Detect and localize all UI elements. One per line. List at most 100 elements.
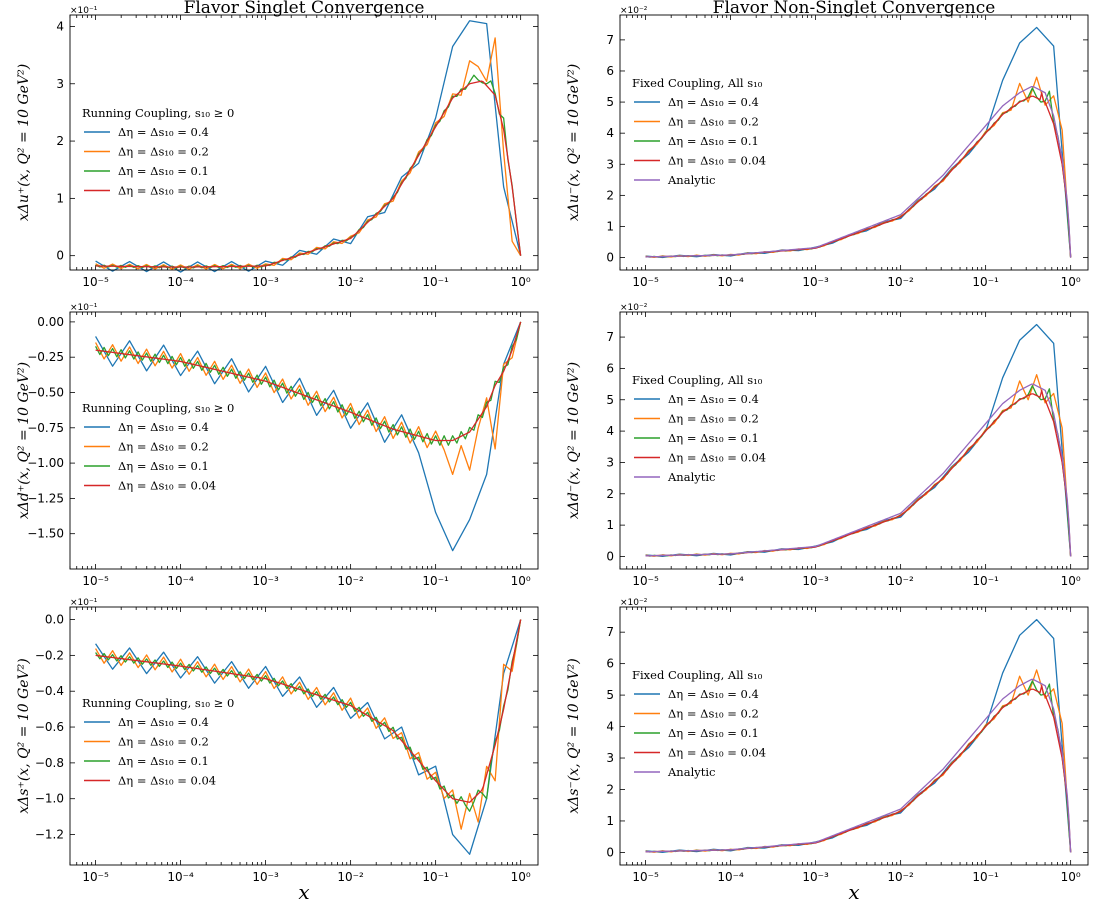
series-line-1	[95, 619, 522, 830]
x-tick-label: 10⁻¹	[422, 870, 449, 884]
legend-title: Fixed Coupling, All s₁₀	[632, 76, 763, 90]
panel-3: ×10⁻² 0 1 2 3 4 5 6 7 10⁻⁵ 10⁻⁴ 10⁻³ 10⁻² 10⁻¹ 10⁰ xΔd⁻…	[566, 303, 1089, 588]
legend-entry-0: Δη = Δs₁₀ = 0.4	[668, 95, 759, 109]
y-multiplier: ×10⁻²	[620, 303, 648, 313]
legend-entry-0: Δη = Δs₁₀ = 0.4	[118, 715, 209, 729]
y-tick-label: −1.0	[35, 792, 64, 806]
panel-0: Flavor Singlet Convergence ×10⁻¹ 0 1 2 3 4 10⁻⁵…	[16, 0, 539, 289]
y-tick-label: −0.6	[35, 720, 64, 734]
series-line-4	[645, 85, 1072, 258]
y-tick-label: 1	[606, 814, 614, 828]
legend-entry-0: Δη = Δs₁₀ = 0.4	[668, 392, 759, 406]
y-tick-label: 5	[606, 95, 614, 109]
x-tick-label: 10⁻⁵	[632, 574, 659, 588]
series-line-1	[95, 321, 522, 476]
legend-entry-0: Δη = Δs₁₀ = 0.4	[118, 420, 209, 434]
y-tick-label: 1	[606, 219, 614, 233]
y-tick-label: 4	[56, 19, 64, 33]
y-axis-label: xΔu⁺(x, Q² = 10 GeV²)	[16, 64, 32, 221]
x-tick-label: 10⁻³	[252, 275, 279, 289]
x-tick-label: 10⁻³	[802, 275, 829, 289]
legend-entry-4: Analytic	[667, 765, 715, 779]
series-line-4	[645, 678, 1072, 853]
y-tick-label: 2	[606, 487, 614, 501]
x-tick-label: 10⁻³	[802, 574, 829, 588]
x-tick-label: 10⁻⁵	[82, 870, 109, 884]
x-tick-label: 10⁻⁴	[717, 870, 744, 884]
legend-title: Running Coupling, s₁₀ ≥ 0	[82, 696, 234, 710]
x-tick-label: 10⁻²	[337, 574, 364, 588]
y-tick-label: 3	[606, 751, 614, 765]
x-tick-label: 10⁻⁵	[632, 275, 659, 289]
plot-frame	[69, 311, 539, 570]
y-tick-label: 0	[56, 249, 64, 263]
legend-entry-2: Δη = Δs₁₀ = 0.1	[118, 164, 209, 178]
x-tick-label: 10⁰	[511, 574, 531, 588]
x-tick-label: 10⁻⁵	[82, 574, 109, 588]
plot-frame	[619, 14, 1089, 271]
y-tick-label: 6	[606, 657, 614, 671]
legend-entry-4: Analytic	[667, 470, 715, 484]
y-tick-label: 5	[606, 688, 614, 702]
y-axis-label: xΔs⁺(x, Q² = 10 GeV²)	[16, 658, 32, 813]
y-tick-label: −0.50	[27, 385, 64, 399]
y-tick-label: 3	[56, 77, 64, 91]
y-tick-label: 0	[606, 845, 614, 859]
series-line-3	[95, 321, 522, 442]
panel-2: ×10⁻¹ 0.00 −0.25 −0.50 −0.75 −1.00 −1.25 −1.50 1…	[16, 303, 539, 588]
y-tick-label: −0.8	[35, 756, 64, 770]
plot-frame	[619, 606, 1089, 866]
legend-entry-2: Δη = Δs₁₀ = 0.1	[118, 459, 209, 473]
x-tick-label: 10⁻²	[337, 275, 364, 289]
y-axis-label: xΔs⁻(x, Q² = 10 GeV²)	[566, 658, 582, 813]
y-tick-label: 2	[606, 782, 614, 796]
y-tick-label: 4	[606, 720, 614, 734]
legend-entry-0: Δη = Δs₁₀ = 0.4	[118, 125, 209, 139]
y-tick-label: −0.2	[35, 648, 64, 662]
x-axis-label: x	[298, 880, 309, 902]
y-tick-label: 0.00	[37, 315, 64, 329]
legend-entry-0: Δη = Δs₁₀ = 0.4	[668, 687, 759, 701]
y-tick-label: −1.50	[27, 527, 64, 541]
x-tick-label: 10⁻¹	[422, 574, 449, 588]
legend-entry-3: Δη = Δs₁₀ = 0.04	[668, 451, 766, 465]
chart-title: Flavor Non-Singlet Convergence	[713, 0, 996, 18]
y-axis-label: xΔd⁻(x, Q² = 10 GeV²)	[566, 362, 582, 519]
y-tick-label: −1.00	[27, 456, 64, 470]
legend-entry-2: Δη = Δs₁₀ = 0.1	[668, 726, 759, 740]
x-tick-label: 10⁻³	[802, 870, 829, 884]
legend-entry-1: Δη = Δs₁₀ = 0.2	[668, 412, 759, 426]
y-tick-label: 2	[56, 134, 64, 148]
y-tick-label: 6	[606, 64, 614, 78]
x-tick-label: 10⁻¹	[972, 574, 999, 588]
y-tick-label: 3	[606, 157, 614, 171]
x-tick-label: 10⁻³	[252, 574, 279, 588]
y-tick-label: 7	[606, 625, 614, 639]
legend-entry-3: Δη = Δs₁₀ = 0.04	[668, 154, 766, 168]
series-line-2	[95, 619, 522, 812]
plot-frame	[69, 606, 539, 866]
y-tick-label: 6	[606, 361, 614, 375]
y-tick-label: −0.4	[35, 684, 64, 698]
legend-entry-3: Δη = Δs₁₀ = 0.04	[118, 774, 216, 788]
legend-entry-1: Δη = Δs₁₀ = 0.2	[668, 115, 759, 129]
x-axis-label: x	[848, 880, 859, 902]
series-line-2	[95, 321, 522, 446]
legend-entry-3: Δη = Δs₁₀ = 0.04	[118, 184, 216, 198]
y-tick-label: 0	[606, 549, 614, 563]
y-tick-label: 4	[606, 424, 614, 438]
y-tick-label: −1.2	[35, 828, 64, 842]
legend-title: Running Coupling, s₁₀ ≥ 0	[82, 106, 234, 120]
y-multiplier: ×10⁻²	[620, 598, 648, 608]
legend-title: Fixed Coupling, All s₁₀	[632, 668, 763, 682]
y-tick-label: 4	[606, 126, 614, 140]
x-tick-label: 10⁻⁴	[167, 870, 194, 884]
x-tick-label: 10⁻²	[887, 870, 914, 884]
y-tick-label: 0	[606, 251, 614, 265]
y-tick-label: −1.25	[27, 491, 64, 505]
legend-entry-1: Δη = Δs₁₀ = 0.2	[118, 440, 209, 454]
x-tick-label: 10⁰	[511, 275, 531, 289]
legend-entry-2: Δη = Δs₁₀ = 0.1	[668, 431, 759, 445]
plot-frame	[619, 311, 1089, 570]
